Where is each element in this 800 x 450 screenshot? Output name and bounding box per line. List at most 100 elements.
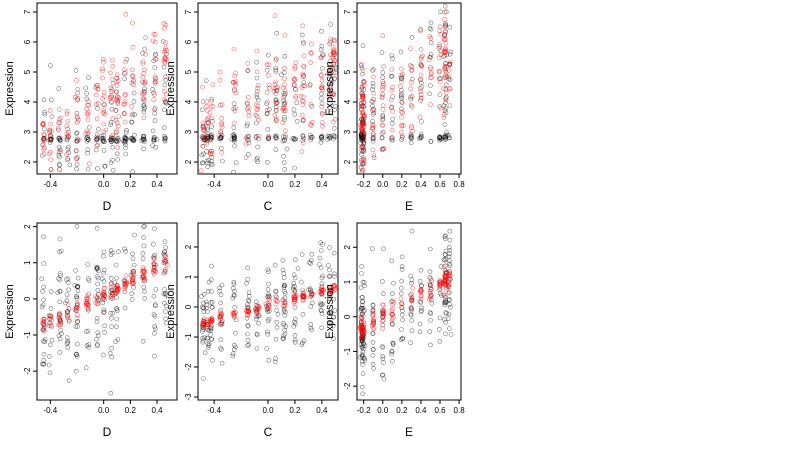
point [233, 90, 239, 96]
point [205, 288, 211, 294]
point [318, 140, 324, 145]
point [129, 297, 135, 302]
point [200, 304, 205, 310]
point [292, 275, 298, 281]
plot-frame [356, 2, 462, 175]
point [361, 328, 367, 333]
point [263, 301, 269, 307]
y-tick-label: 2 [184, 159, 193, 164]
point [161, 291, 167, 297]
point [292, 77, 298, 82]
point [110, 292, 115, 298]
point [327, 105, 333, 110]
point [308, 137, 314, 143]
point [162, 138, 168, 144]
point [152, 74, 158, 79]
point [331, 126, 337, 131]
point [398, 337, 404, 342]
point [408, 134, 414, 139]
point [84, 138, 90, 144]
point [163, 309, 168, 314]
point [94, 116, 100, 122]
point [441, 112, 447, 117]
point [161, 21, 167, 26]
point [116, 137, 121, 143]
point [282, 291, 288, 296]
point [331, 69, 337, 75]
point [47, 370, 53, 376]
point [327, 135, 333, 141]
point [65, 126, 70, 132]
point [130, 137, 135, 143]
point [232, 108, 238, 114]
point [200, 125, 206, 130]
point [48, 321, 53, 326]
x-tick-label: 0.0 [377, 406, 389, 415]
point [442, 37, 447, 43]
point [295, 266, 301, 271]
point [84, 343, 90, 349]
point [74, 156, 80, 161]
point [201, 376, 206, 381]
point [46, 151, 52, 157]
point [438, 9, 444, 14]
point [231, 101, 237, 106]
point [207, 149, 213, 154]
point [232, 73, 237, 79]
point [130, 67, 135, 73]
point [360, 155, 366, 161]
point [380, 116, 386, 122]
point [267, 297, 272, 303]
point [200, 107, 205, 113]
point [246, 309, 251, 315]
point [441, 264, 447, 269]
point [281, 322, 287, 328]
point [219, 311, 224, 317]
point [360, 168, 366, 173]
point [326, 93, 332, 98]
point [359, 101, 365, 106]
point [275, 312, 281, 317]
y-axis-label: Expression [4, 61, 16, 115]
point [246, 109, 251, 114]
point [427, 291, 433, 296]
point [65, 312, 70, 318]
point [265, 136, 271, 142]
point [151, 293, 157, 299]
point [255, 144, 260, 150]
x-tick-label: 0.2 [289, 406, 301, 415]
point [140, 74, 145, 80]
point [122, 284, 128, 289]
point [115, 151, 120, 157]
point [332, 58, 338, 64]
point [429, 301, 435, 306]
point [56, 120, 61, 125]
point [244, 100, 250, 106]
point [232, 88, 237, 93]
point [40, 142, 46, 148]
point [256, 117, 261, 123]
point [94, 134, 99, 140]
point [443, 256, 449, 262]
point [264, 346, 270, 351]
point [380, 326, 385, 331]
point [442, 277, 447, 283]
y-tick-label: 7 [184, 9, 193, 14]
point [281, 333, 286, 339]
point [254, 155, 260, 161]
point [360, 295, 365, 300]
point [114, 139, 119, 144]
point [290, 284, 296, 290]
point [122, 71, 127, 76]
point [371, 96, 377, 102]
point [442, 9, 448, 15]
point [201, 291, 207, 297]
point [100, 68, 105, 74]
point [65, 340, 71, 346]
panel-6: -0.2 0.0 0.2 0.4 0.6 0.8 -2 -1 0 1 2 E Expression [324, 222, 465, 439]
point [231, 281, 237, 287]
point [39, 304, 45, 310]
point [371, 66, 376, 72]
point [390, 109, 396, 114]
point [162, 133, 167, 139]
